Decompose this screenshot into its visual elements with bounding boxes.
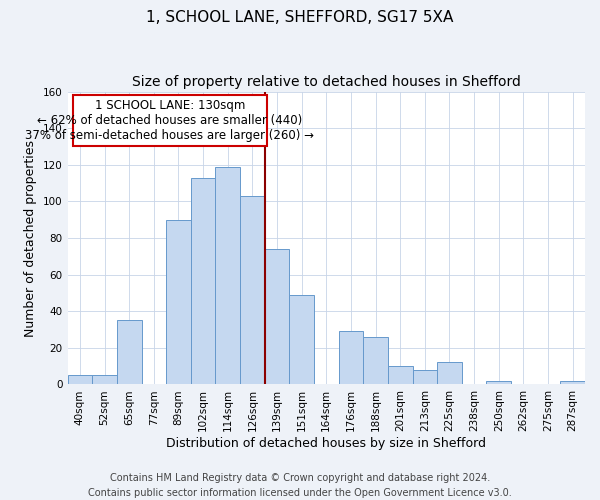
Bar xyxy=(68,376,92,384)
Bar xyxy=(191,178,215,384)
Text: 1, SCHOOL LANE, SHEFFORD, SG17 5XA: 1, SCHOOL LANE, SHEFFORD, SG17 5XA xyxy=(146,10,454,25)
Bar xyxy=(338,332,363,384)
Title: Size of property relative to detached houses in Shefford: Size of property relative to detached ho… xyxy=(132,75,521,89)
Bar xyxy=(166,220,191,384)
Bar xyxy=(240,196,265,384)
Text: 1 SCHOOL LANE: 130sqm
← 62% of detached houses are smaller (440)
37% of semi-det: 1 SCHOOL LANE: 130sqm ← 62% of detached … xyxy=(25,100,314,142)
Bar xyxy=(92,376,117,384)
Y-axis label: Number of detached properties: Number of detached properties xyxy=(25,140,37,336)
Bar xyxy=(363,337,388,384)
Bar xyxy=(117,320,142,384)
Text: Contains HM Land Registry data © Crown copyright and database right 2024.
Contai: Contains HM Land Registry data © Crown c… xyxy=(88,472,512,498)
X-axis label: Distribution of detached houses by size in Shefford: Distribution of detached houses by size … xyxy=(166,437,487,450)
Bar xyxy=(560,381,585,384)
Bar xyxy=(388,366,413,384)
Bar xyxy=(487,381,511,384)
Bar xyxy=(289,295,314,384)
Bar xyxy=(437,362,462,384)
Bar xyxy=(413,370,437,384)
FancyBboxPatch shape xyxy=(73,95,267,146)
Bar xyxy=(265,249,289,384)
Bar xyxy=(215,166,240,384)
